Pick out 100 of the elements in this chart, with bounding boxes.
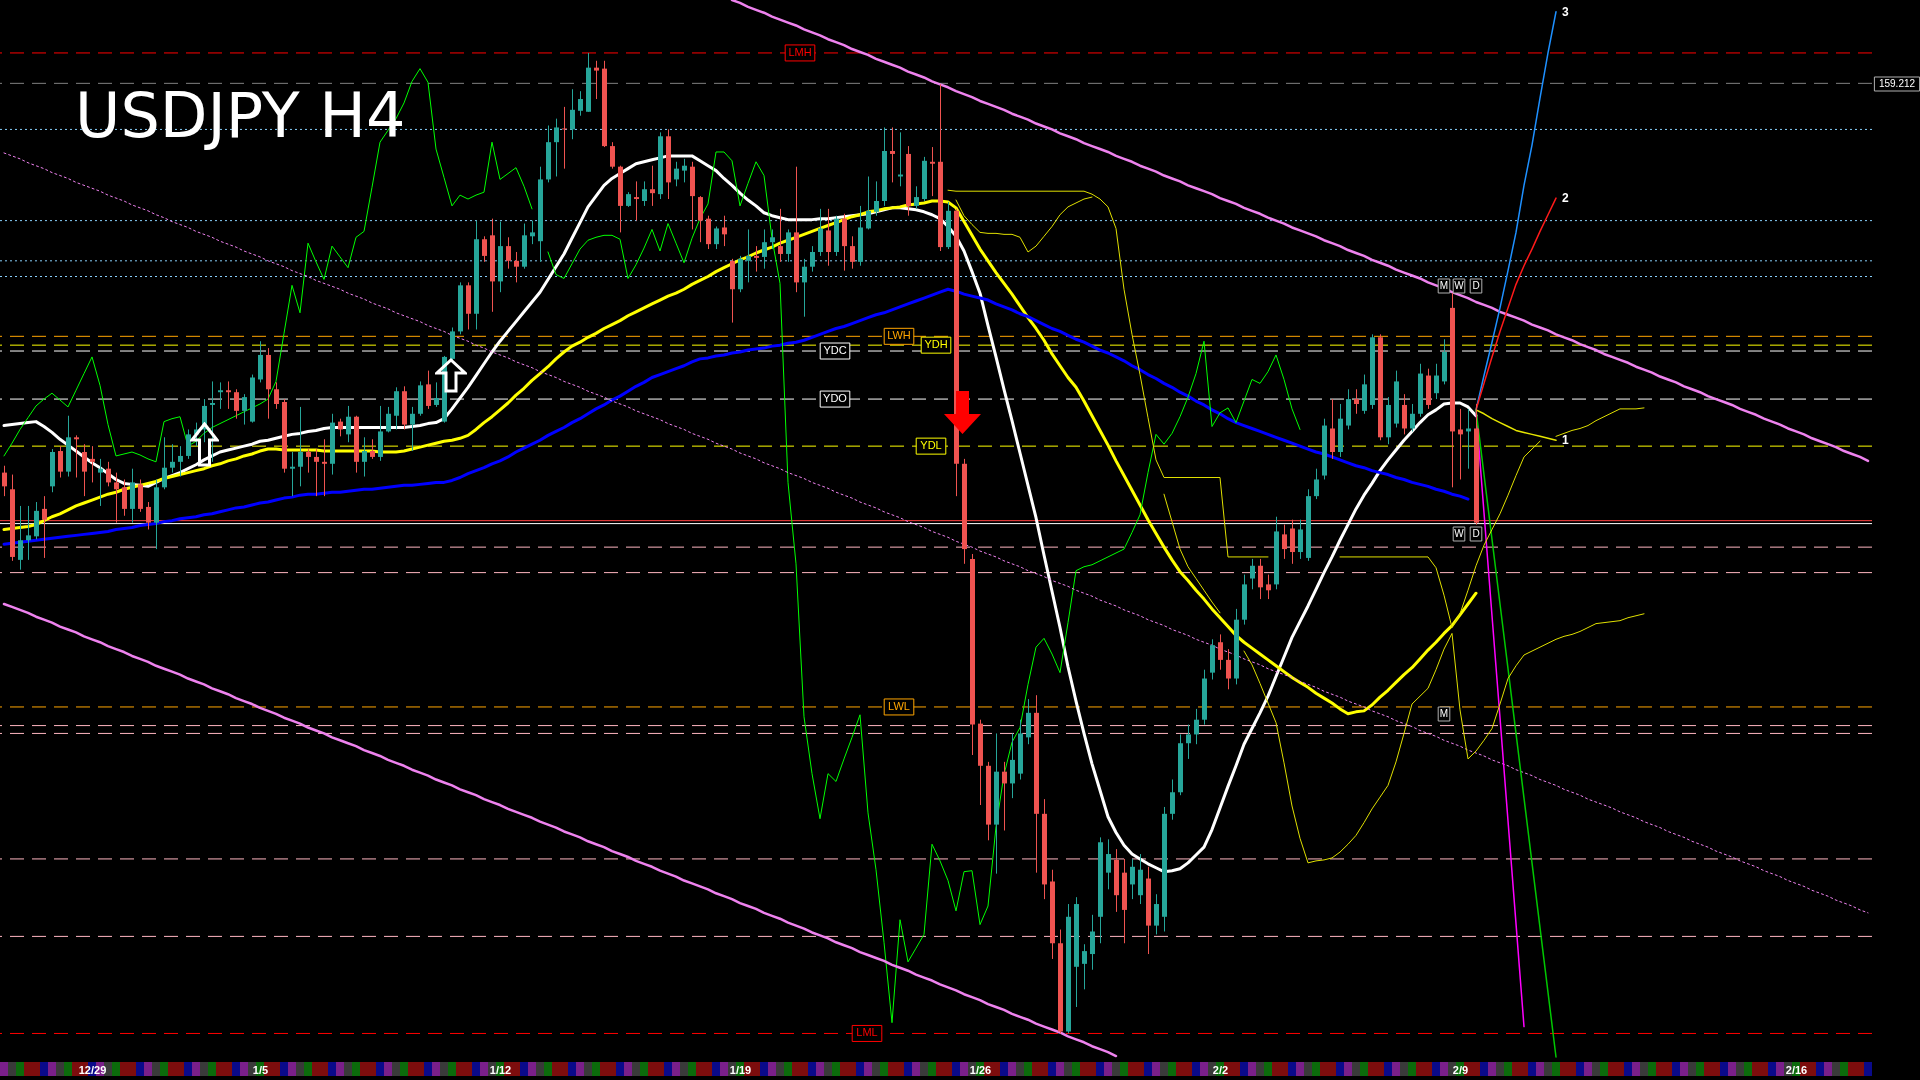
candlestick: [122, 478, 127, 517]
candlestick: [106, 461, 111, 487]
candlestick: [570, 88, 575, 140]
candlestick: [826, 208, 831, 267]
ref-line-label: YDO: [823, 392, 848, 405]
candlestick: [914, 185, 919, 210]
candlestick: [434, 381, 439, 408]
candlestick: [58, 445, 63, 479]
candlestick: [530, 220, 535, 245]
candlestick: [226, 380, 231, 410]
candlestick: [146, 501, 151, 530]
candlestick: [1410, 403, 1415, 432]
candlestick: [1082, 943, 1087, 990]
candlestick: [874, 180, 879, 217]
candlestick: [514, 251, 519, 283]
text: USDJPY H4: [75, 79, 406, 152]
candlestick: [42, 495, 47, 559]
candlestick: [386, 406, 391, 433]
candlestick: [1218, 633, 1223, 671]
x-tick-label: 1/5: [252, 1063, 269, 1076]
candlestick: [762, 228, 767, 270]
ref-line-label: LML: [856, 1026, 878, 1039]
candlestick: [650, 165, 655, 207]
candlestick: [746, 228, 751, 283]
ref-line-label: LMH: [788, 45, 812, 58]
candlestick: [210, 380, 215, 463]
x-tick-label: 12/29: [78, 1063, 107, 1076]
candlestick: [410, 406, 415, 452]
candlestick: [306, 448, 311, 474]
candlestick: [26, 505, 31, 561]
annotation: W: [1454, 280, 1465, 291]
candlestick: [610, 141, 615, 170]
candlestick: [370, 438, 375, 460]
candlestick: [1090, 914, 1095, 971]
candlestick: [1258, 558, 1263, 600]
annotation: M: [1439, 280, 1449, 291]
ref-line-label: YDH: [924, 338, 948, 351]
candlestick: [1186, 724, 1191, 760]
candlestick: [506, 236, 511, 270]
candlestick: [1010, 732, 1015, 799]
x-tick-label: 1/26: [969, 1063, 992, 1076]
candlestick: [90, 445, 95, 483]
x-tick-label: 1/12: [489, 1063, 512, 1076]
candlestick: [1330, 398, 1335, 460]
candlestick: [722, 215, 727, 247]
candlestick: [362, 436, 367, 478]
candlestick: [1106, 838, 1111, 890]
candlestick: [314, 448, 319, 497]
ref-line-label: LWH: [887, 329, 911, 342]
candlestick: [802, 258, 807, 318]
candlestick: [1354, 388, 1359, 415]
candlestick: [242, 393, 247, 426]
candlestick: [426, 370, 431, 410]
x-tick-label: 1/19: [729, 1063, 752, 1076]
candlestick: [218, 381, 223, 410]
ref-line-label: YDC: [823, 344, 847, 357]
candlestick: [114, 472, 119, 524]
candlestick: [290, 451, 295, 497]
candlestick: [2, 465, 7, 497]
candlestick: [890, 126, 895, 183]
text: 159.212: [1878, 78, 1916, 89]
candlestick: [322, 438, 327, 497]
candlestick: [1298, 519, 1303, 560]
series-label: 1: [1562, 433, 1569, 448]
candlestick: [482, 235, 487, 263]
candlestick: [186, 428, 191, 460]
candlestick: [562, 106, 567, 170]
x-tick-label: 2/16: [1785, 1063, 1808, 1076]
candlestick: [714, 226, 719, 250]
candlestick: [1314, 468, 1319, 500]
candlestick: [682, 158, 687, 183]
candlestick: [642, 180, 647, 207]
candlestick: [1402, 393, 1407, 435]
candlestick: [74, 434, 79, 479]
series-label: 3: [1562, 4, 1569, 19]
candlestick: [554, 118, 559, 177]
candlestick: [1250, 558, 1255, 590]
candlestick: [1130, 858, 1135, 900]
candlestick: [594, 60, 599, 100]
candlestick: [1194, 708, 1199, 745]
ref-line-label: LWL: [888, 699, 910, 712]
annotation: D: [1472, 280, 1480, 291]
candlestick: [234, 388, 239, 420]
candlestick: [18, 505, 23, 571]
candlestick: [1290, 519, 1295, 565]
candlestick: [1154, 893, 1159, 935]
series-label: 2: [1562, 191, 1569, 206]
candlestick: [818, 208, 823, 257]
candlestick: [778, 208, 783, 263]
candlestick: [1002, 761, 1007, 831]
candlestick: [346, 405, 351, 443]
candlestick: [770, 228, 775, 250]
candlestick: [850, 235, 855, 270]
annotation: W: [1454, 528, 1465, 539]
candlestick: [754, 245, 759, 273]
candlestick: [298, 406, 303, 487]
candlestick: [810, 245, 815, 273]
candlestick: [178, 445, 183, 478]
candlestick: [170, 443, 175, 474]
candlestick: [1226, 648, 1231, 690]
